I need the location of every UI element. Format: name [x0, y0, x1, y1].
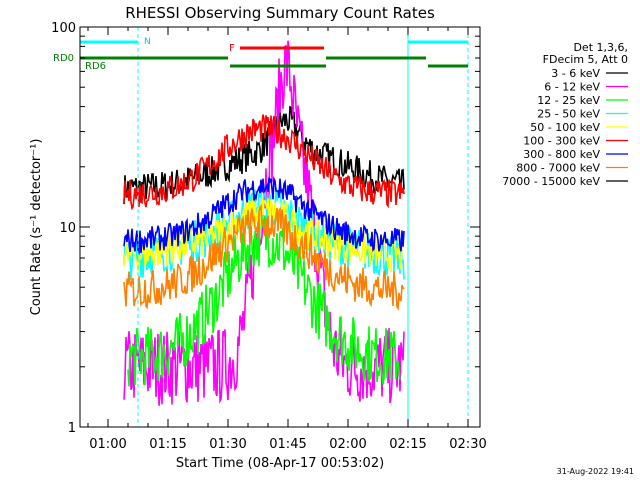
legend-entry-7: 800 - 7000 keV: [516, 162, 600, 175]
night-label: N: [144, 37, 151, 47]
x-axis: 01:00 01:15 01:30 01:45 02:00 02:15 02:30: [87, 27, 487, 452]
legend-entry-1: 6 - 12 keV: [544, 81, 600, 94]
y-axis-label: Count Rate (s⁻¹ detector⁻¹): [29, 139, 44, 316]
rd0-label: RD0: [53, 53, 74, 64]
legend-entry-4: 50 - 100 keV: [530, 121, 600, 134]
legend-entry-5: 100 - 300 keV: [523, 135, 600, 148]
x-tick-label-4: 02:00: [329, 437, 366, 452]
flare-label: F: [229, 43, 235, 54]
x-tick-label-3: 01:45: [269, 437, 306, 452]
series-line-0: [123, 105, 405, 205]
legend-entry-8: 7000 - 15000 keV: [502, 175, 600, 188]
chart-title: RHESSI Observing Summary Count Rates: [125, 4, 435, 22]
legend-entry-0: 3 - 6 keV: [551, 67, 600, 80]
series-line-6: [123, 175, 405, 256]
legend-header-1: FDecim 5, Att 0: [543, 53, 628, 66]
y-tick-label-1: 10: [59, 221, 76, 236]
legend-entry-2: 12 - 25 keV: [537, 94, 600, 107]
x-tick-label-2: 01:30: [209, 437, 246, 452]
legend-header-0: Det 1,3,6,: [573, 41, 628, 54]
series-line-5: [123, 114, 405, 211]
y-tick-label-0: 1: [68, 421, 76, 436]
series-line-7: [123, 203, 405, 311]
y-tick-label-2: 100: [51, 21, 76, 36]
x-axis-label: Start Time (08-Apr-17 00:53:02): [176, 456, 384, 471]
y-axis: 1 10 100: [51, 21, 480, 436]
series-line-4: [123, 197, 405, 273]
x-tick-label-1: 01:15: [149, 437, 186, 452]
x-tick-label-6: 02:30: [449, 437, 486, 452]
rd6-label: RD6: [85, 61, 106, 72]
x-tick-label-0: 01:00: [89, 437, 126, 452]
legend-entry-6: 300 - 800 keV: [523, 148, 600, 161]
legend-entry-3: 25 - 50 keV: [537, 108, 600, 121]
series-layer: [123, 40, 405, 406]
footer-timestamp: 31-Aug-2022 19:41: [557, 467, 634, 476]
x-tick-label-5: 02:15: [389, 437, 426, 452]
